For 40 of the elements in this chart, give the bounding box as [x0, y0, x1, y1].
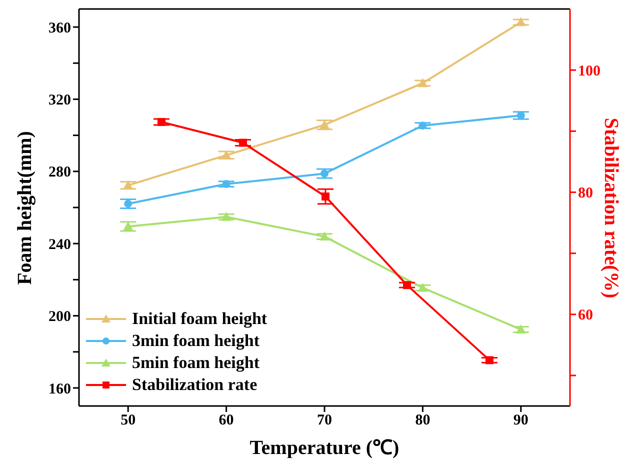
point [321, 192, 330, 201]
y2-axis-title: Stabilization rate(%) [600, 118, 622, 298]
point [485, 356, 494, 364]
x-tick-label: 60 [218, 412, 234, 429]
point [402, 281, 411, 290]
point [123, 221, 134, 230]
legend-label: 5min foam height [132, 353, 260, 373]
point [157, 118, 166, 126]
y-tick-label: 320 [48, 92, 71, 109]
y-tick-label: 360 [48, 20, 71, 36]
x-tick-label: 90 [513, 412, 528, 429]
y-tick-label: 200 [48, 309, 71, 326]
y2-tick-label: 80 [578, 186, 593, 202]
point [221, 212, 232, 221]
x-tick-label: 50 [120, 412, 136, 429]
point [222, 180, 230, 188]
y-tick-label: 240 [48, 236, 71, 253]
y-tick-label: 160 [48, 381, 71, 398]
point [221, 150, 232, 160]
x-axis-title: Temperature (℃) [250, 437, 400, 459]
point [123, 180, 134, 190]
point [418, 282, 428, 292]
x-tick-label: 80 [415, 412, 430, 429]
legend-label: 3min foam height [132, 331, 260, 351]
point [418, 78, 428, 88]
point [320, 120, 330, 129]
y-tick-label: 280 [48, 164, 71, 181]
point [516, 17, 526, 26]
point [320, 232, 330, 241]
point [516, 324, 526, 334]
point [238, 138, 247, 147]
y2-tick-label: 60 [578, 308, 593, 324]
legend-label: Stabilization rate [132, 375, 258, 395]
y2-tick-label: 100 [578, 63, 600, 80]
y-axis-title: Foam height(mm) [14, 131, 36, 285]
point [418, 122, 427, 130]
x-tick-label: 70 [317, 412, 332, 429]
point [124, 200, 132, 208]
point [320, 170, 328, 178]
legend-label: Initial foam height [132, 309, 268, 329]
